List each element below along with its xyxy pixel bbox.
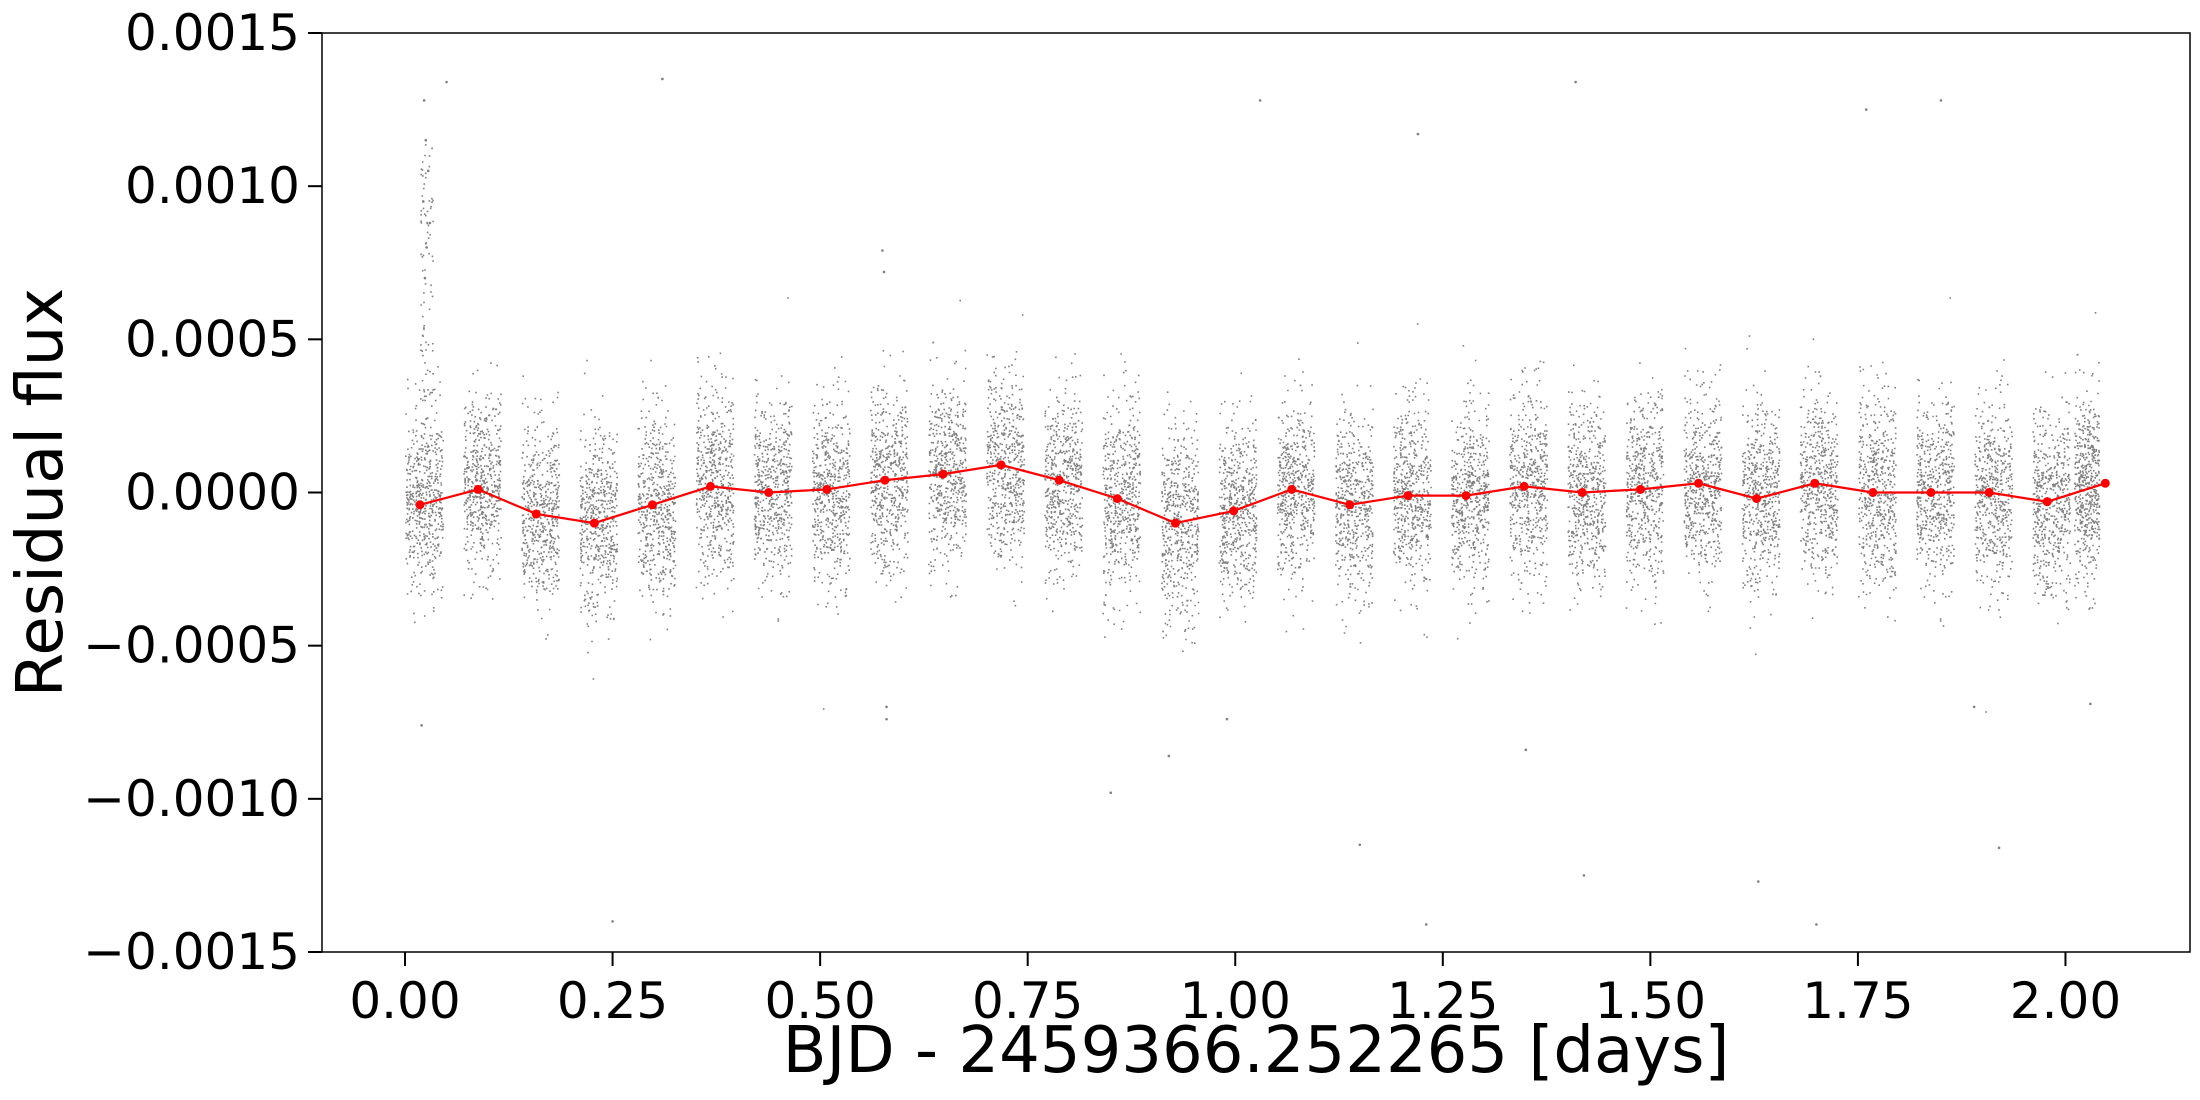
x-tick-label: 0.75: [972, 972, 1083, 1030]
outlier-point: [423, 276, 427, 280]
binned-point: [1461, 491, 1471, 501]
outlier-point: [881, 249, 884, 252]
binned-point: [1519, 481, 1529, 491]
binned-point: [2100, 478, 2110, 488]
x-tick-label: 1.25: [1387, 972, 1498, 1030]
outlier-point: [882, 270, 886, 274]
binned-point: [415, 500, 425, 510]
binned-point: [647, 500, 657, 510]
ticks-layer: 0.00 0.25 0.50 0.75 1.00 1.25 1.50 1.75 2.00 −0.0…: [83, 4, 2121, 1030]
binned-point: [1635, 484, 1645, 494]
binned-point: [1926, 488, 1936, 497]
binned-point: [589, 518, 599, 528]
outlier-point: [428, 221, 432, 225]
binned-point: [1345, 500, 1355, 510]
y-tick-label: 0.0000: [125, 464, 300, 522]
binned-point: [1752, 494, 1762, 504]
x-tick-label: 0.25: [557, 972, 668, 1030]
y-tick-label: −0.0005: [83, 617, 300, 675]
x-tick-label: 0.00: [349, 972, 460, 1030]
binned-point: [1694, 478, 1704, 488]
y-tick-label: 0.0015: [125, 4, 300, 62]
binned-point: [2042, 497, 2052, 507]
binned-series-layer: [415, 460, 2110, 528]
binned-point: [880, 475, 890, 485]
outlier-point: [1167, 754, 1171, 758]
outlier-point: [1225, 717, 1229, 721]
outlier-point: [445, 80, 448, 84]
outlier-point: [661, 77, 664, 81]
outlier-point: [1756, 880, 1760, 883]
outlier-point: [1997, 846, 2001, 850]
outlier-point: [885, 705, 888, 709]
outlier-point: [1258, 99, 1262, 102]
outlier-point: [1416, 132, 1420, 136]
outlier-point: [1109, 791, 1113, 795]
outlier-point: [420, 724, 423, 727]
outlier-point: [425, 246, 428, 249]
binned-point: [706, 481, 716, 491]
outlier-point: [2089, 702, 2092, 706]
outlier-point: [422, 99, 426, 102]
y-tick-label: 0.0010: [125, 157, 300, 215]
binned-point: [938, 469, 948, 479]
binned-point: [531, 509, 541, 519]
binned-point: [1287, 484, 1297, 494]
binned-point: [822, 484, 832, 494]
outlier-point: [1864, 108, 1868, 111]
y-tick-label: −0.0015: [83, 923, 300, 981]
outlier-point: [426, 169, 430, 173]
outlier-point: [611, 920, 614, 923]
binned-point: [1810, 478, 1820, 488]
outlier-point: [1582, 874, 1586, 877]
outlier-point: [1424, 923, 1428, 926]
outlier-point: [1358, 843, 1362, 847]
binned-point: [1868, 488, 1878, 497]
binned-point: [1112, 494, 1122, 504]
binned-line: [419, 463, 2106, 525]
x-tick-label: 0.50: [764, 972, 875, 1030]
y-tick-label: −0.0010: [83, 770, 300, 828]
x-tick-label: 1.50: [1595, 972, 1706, 1030]
x-tick-label: 2.00: [2010, 972, 2121, 1030]
raw-points-layer: [405, 77, 2101, 926]
binned-point: [1577, 488, 1587, 497]
outlier-point: [1972, 705, 1976, 709]
outlier-point: [1574, 80, 1577, 84]
binned-point: [1229, 506, 1239, 516]
outlier-point: [1524, 748, 1528, 752]
binned-point: [1984, 488, 1994, 497]
binned-point: [473, 484, 483, 494]
x-axis-label: BJD - 2459366.252265 [days]: [783, 1014, 1730, 1088]
outlier-point: [885, 717, 888, 721]
outlier-point: [421, 200, 425, 203]
x-tick-label: 1.75: [1802, 972, 1913, 1030]
outlier-point: [1939, 99, 1943, 102]
outlier-point: [424, 138, 428, 142]
binned-point: [1403, 491, 1413, 501]
binned-point: [996, 460, 1006, 470]
binned-point: [764, 488, 774, 497]
raw-data-points: [405, 144, 2101, 713]
x-tick-label: 1.00: [1180, 972, 1291, 1030]
outlier-point: [1815, 923, 1818, 926]
y-axis-label: Residual flux: [4, 288, 78, 697]
y-tick-label: 0.0005: [125, 310, 300, 368]
binned-point: [1054, 475, 1064, 485]
binned-point: [1170, 518, 1180, 528]
